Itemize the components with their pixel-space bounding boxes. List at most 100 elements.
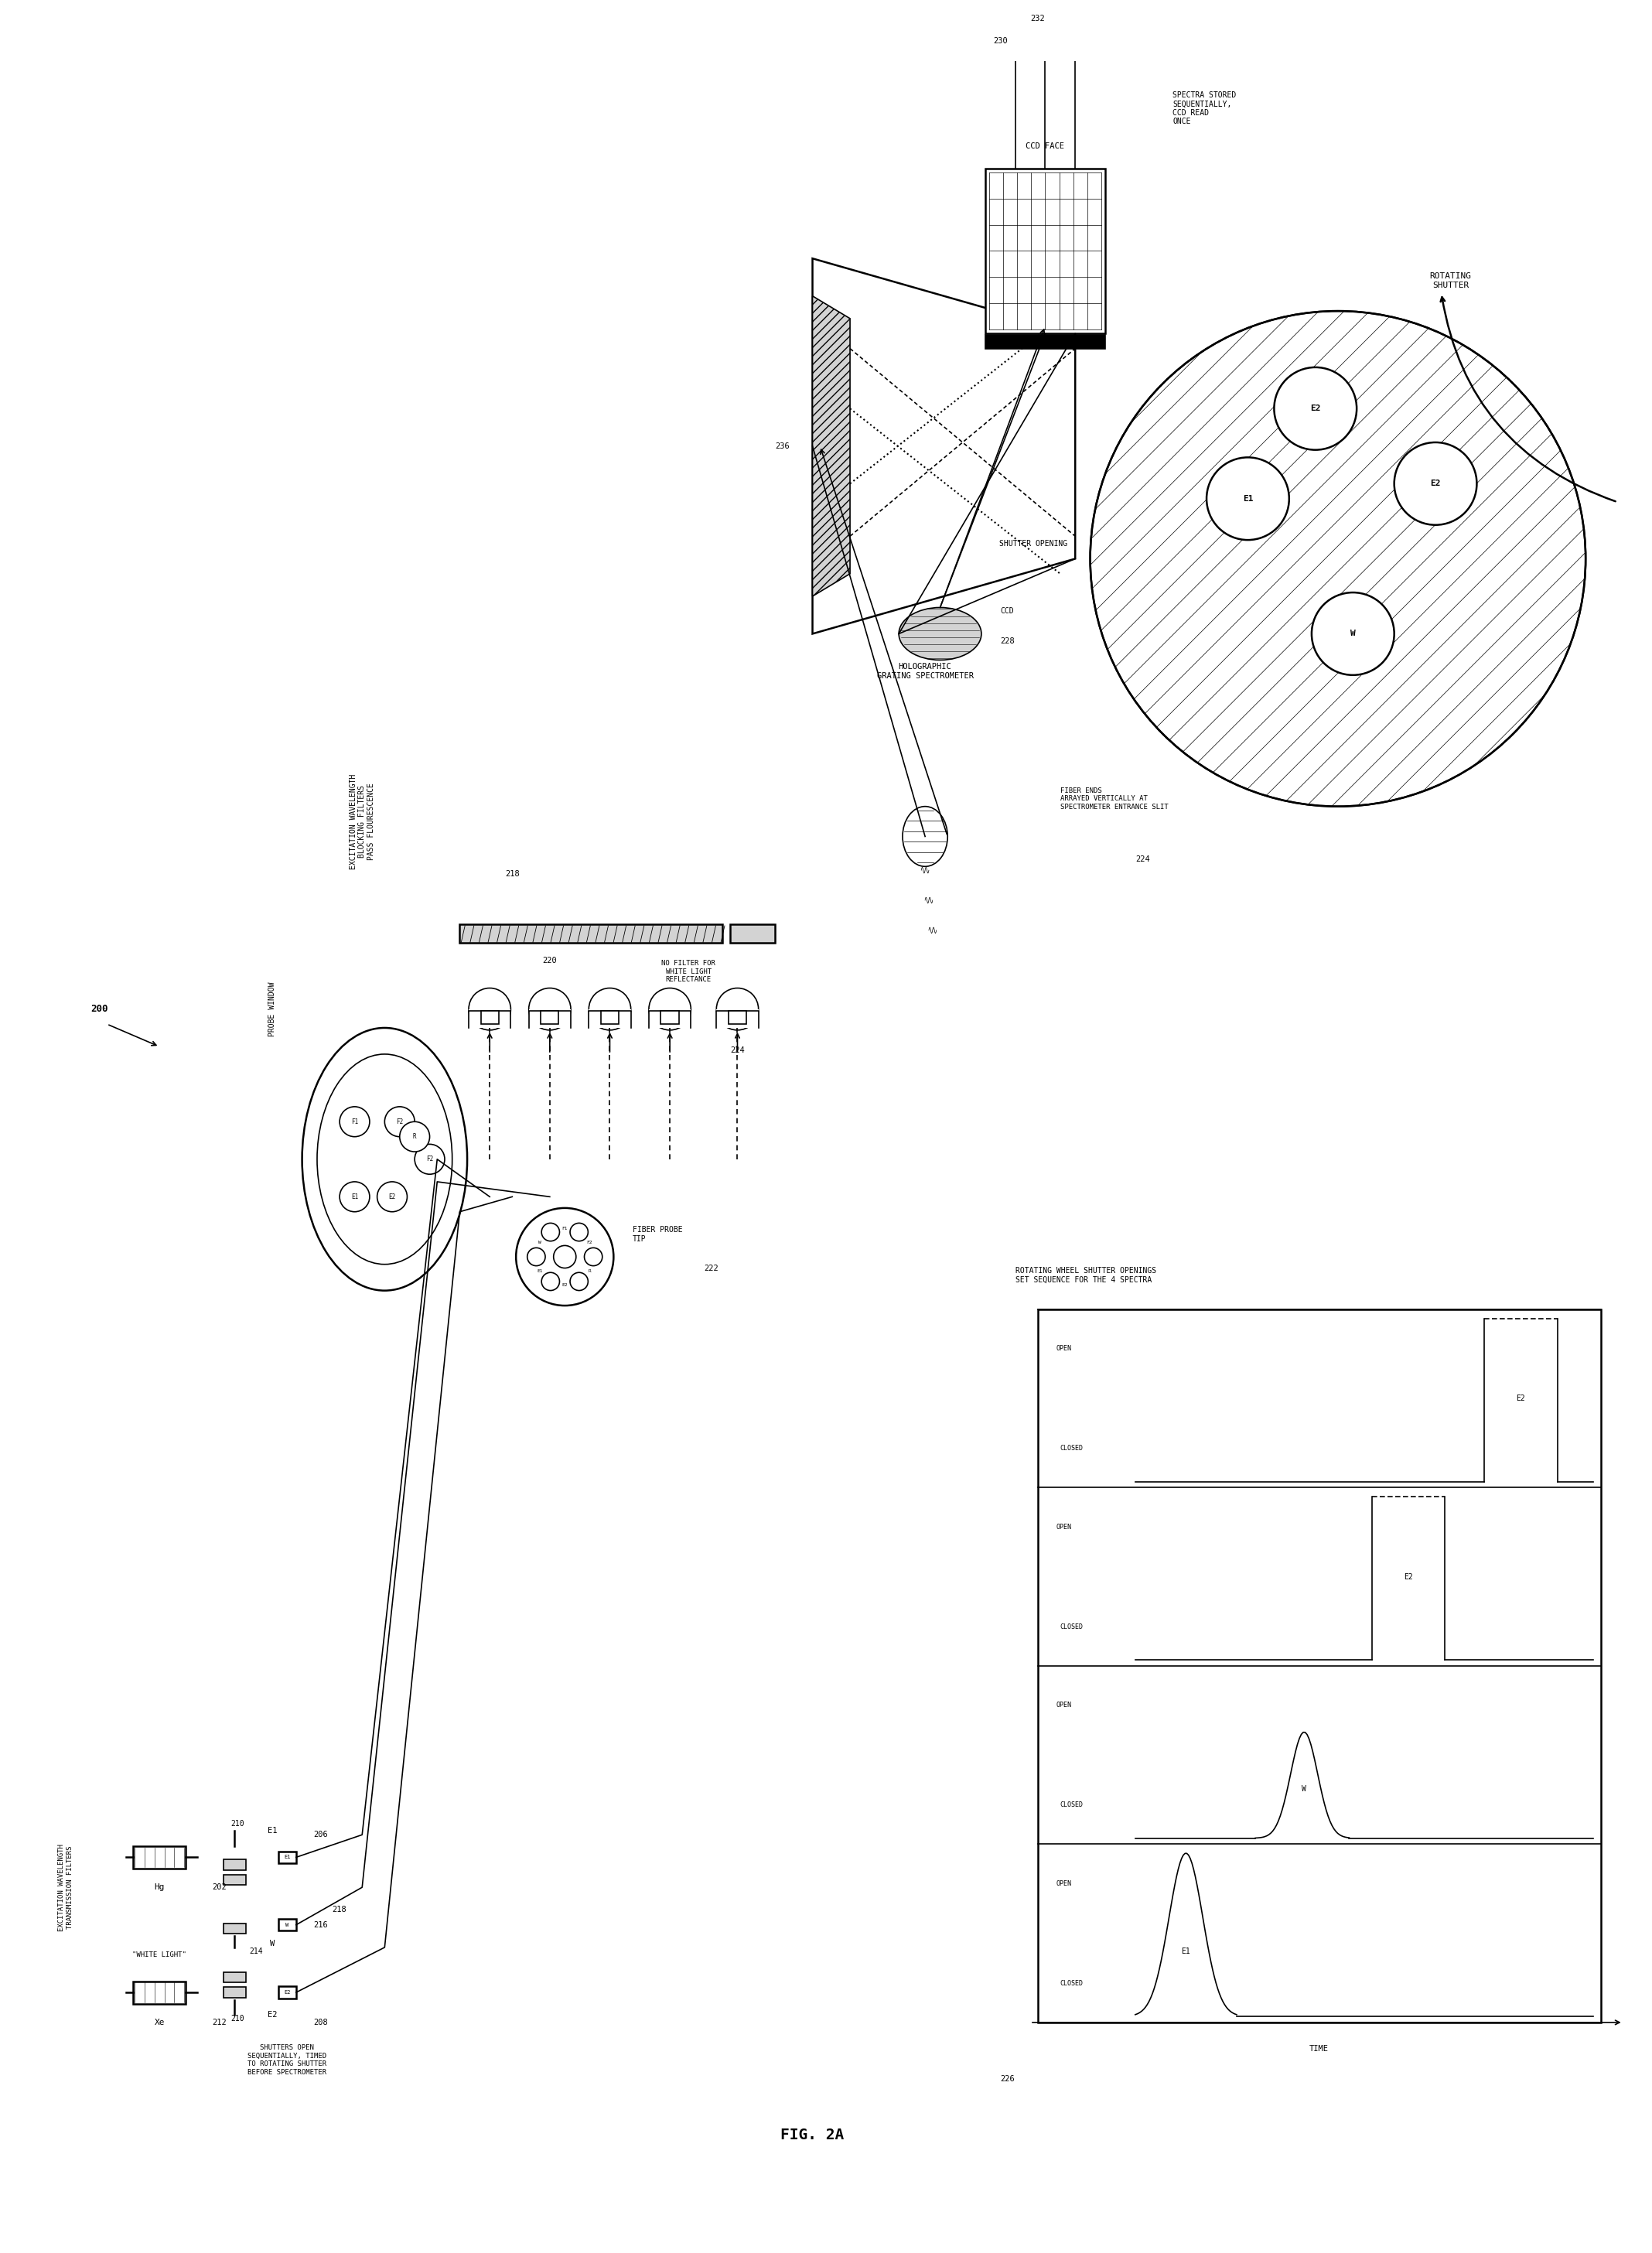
Text: 218: 218 xyxy=(332,1906,347,1913)
Text: ROTATING
SHUTTER: ROTATING SHUTTER xyxy=(1429,273,1472,288)
Text: FIBER PROBE
TIP: FIBER PROBE TIP xyxy=(633,1226,682,1244)
Text: CCD: CCD xyxy=(999,608,1014,615)
Circle shape xyxy=(1090,311,1586,807)
Bar xyxy=(601,1012,620,1025)
Bar xyxy=(223,1859,246,1870)
Text: FIBER ENDS
ARRAYED VERTICALLY AT
SPECTROMETER ENTRANCE SLIT: FIBER ENDS ARRAYED VERTICALLY AT SPECTRO… xyxy=(1061,786,1168,811)
Text: CLOSED: CLOSED xyxy=(1061,1444,1084,1451)
Text: ROTATING WHEEL SHUTTER OPENINGS
SET SEQUENCE FOR THE 4 SPECTRA: ROTATING WHEEL SHUTTER OPENINGS SET SEQU… xyxy=(1014,1266,1156,1284)
Text: F1: F1 xyxy=(562,1226,568,1230)
Text: FIG. 2A: FIG. 2A xyxy=(781,2127,844,2143)
Text: E2: E2 xyxy=(1431,480,1441,487)
Text: W: W xyxy=(1350,631,1356,638)
Circle shape xyxy=(340,1183,370,1212)
Text: R: R xyxy=(413,1133,416,1140)
Text: CLOSED: CLOSED xyxy=(1061,1622,1084,1631)
Circle shape xyxy=(340,1106,370,1138)
Text: OPEN: OPEN xyxy=(1056,1345,1072,1352)
Bar xyxy=(730,924,775,944)
Bar xyxy=(459,924,722,944)
Text: W: W xyxy=(1302,1784,1307,1793)
Circle shape xyxy=(377,1183,406,1212)
Circle shape xyxy=(1312,593,1394,676)
Text: E2: E2 xyxy=(1404,1573,1412,1582)
Text: W: W xyxy=(286,1922,289,1926)
Text: 202: 202 xyxy=(211,1884,226,1890)
Bar xyxy=(540,1012,558,1025)
Bar xyxy=(469,1009,510,1027)
Bar xyxy=(223,1987,246,1998)
Circle shape xyxy=(1394,442,1477,525)
Text: 208: 208 xyxy=(314,2019,327,2025)
Bar xyxy=(649,1009,691,1027)
Text: 230: 230 xyxy=(993,36,1008,45)
Text: CCD FACE: CCD FACE xyxy=(1026,142,1064,149)
Circle shape xyxy=(570,1223,588,1241)
Text: 200: 200 xyxy=(91,1005,107,1014)
Bar xyxy=(985,169,1105,333)
Text: 236: 236 xyxy=(775,442,790,451)
Text: EXCITATION WAVELENGTH
BLOCKING FILTERS
PASS FLOURESCENCE: EXCITATION WAVELENGTH BLOCKING FILTERS P… xyxy=(349,773,375,870)
Text: 228: 228 xyxy=(999,638,1014,644)
Circle shape xyxy=(1206,457,1289,541)
Text: E1: E1 xyxy=(268,1827,278,1834)
Text: CLOSED: CLOSED xyxy=(1061,1802,1084,1809)
Text: F2: F2 xyxy=(586,1241,593,1244)
Text: OPEN: OPEN xyxy=(1056,1523,1072,1530)
Text: 226: 226 xyxy=(999,2075,1014,2082)
Text: E1: E1 xyxy=(537,1268,544,1273)
Text: E2: E2 xyxy=(268,2012,278,2019)
Ellipse shape xyxy=(899,608,981,660)
Ellipse shape xyxy=(649,989,691,1030)
Text: 218: 218 xyxy=(506,870,519,879)
Bar xyxy=(278,1987,296,1998)
Bar xyxy=(481,1012,499,1025)
Bar xyxy=(223,1971,246,1983)
Circle shape xyxy=(515,1208,613,1304)
Ellipse shape xyxy=(302,1027,468,1291)
Bar xyxy=(278,1852,296,1863)
Text: PROBE WINDOW: PROBE WINDOW xyxy=(268,982,276,1036)
Text: SPECTRA STORED
SEQUENTIALLY,
CCD READ
ONCE: SPECTRA STORED SEQUENTIALLY, CCD READ ON… xyxy=(1173,90,1236,126)
Circle shape xyxy=(385,1106,415,1138)
Bar xyxy=(661,1012,679,1025)
Text: E1: E1 xyxy=(1181,1947,1191,1956)
Bar xyxy=(729,1012,747,1025)
Circle shape xyxy=(415,1145,444,1174)
Text: 220: 220 xyxy=(542,958,557,964)
Polygon shape xyxy=(813,295,851,597)
Ellipse shape xyxy=(317,1054,453,1264)
Bar xyxy=(1037,1309,1601,2023)
Bar xyxy=(134,1845,185,1868)
Circle shape xyxy=(542,1223,560,1241)
Text: E2: E2 xyxy=(1310,406,1320,412)
Bar xyxy=(717,1009,758,1027)
Text: E1: E1 xyxy=(1242,496,1254,502)
Circle shape xyxy=(400,1122,430,1151)
Text: E2: E2 xyxy=(1517,1395,1525,1401)
Bar xyxy=(529,1009,572,1027)
Text: 224: 224 xyxy=(1135,856,1150,863)
Text: 216: 216 xyxy=(314,1922,327,1929)
Text: OPEN: OPEN xyxy=(1056,1701,1072,1708)
Ellipse shape xyxy=(469,989,510,1030)
Text: F2: F2 xyxy=(396,1117,403,1124)
Bar xyxy=(223,1924,246,1933)
Text: E2: E2 xyxy=(388,1194,396,1201)
Text: E1: E1 xyxy=(350,1194,358,1201)
Ellipse shape xyxy=(529,989,572,1030)
Text: F1: F1 xyxy=(350,1117,358,1124)
Circle shape xyxy=(585,1248,603,1266)
Text: Hg: Hg xyxy=(154,1884,165,1890)
Text: SHUTTERS OPEN
SEQUENTIALLY, TIMED
TO ROTATING SHUTTER
BEFORE SPECTROMETER: SHUTTERS OPEN SEQUENTIALLY, TIMED TO ROT… xyxy=(248,2043,327,2075)
Ellipse shape xyxy=(588,989,631,1030)
Text: EXCITATION WAVELENGTH
TRANSMISSION FILTERS: EXCITATION WAVELENGTH TRANSMISSION FILTE… xyxy=(58,1843,73,1931)
Text: OPEN: OPEN xyxy=(1056,1879,1072,1886)
Text: 224: 224 xyxy=(730,1045,745,1054)
Text: 212: 212 xyxy=(211,2019,226,2025)
Text: 214: 214 xyxy=(249,1947,263,1956)
Text: SHUTTER OPENING: SHUTTER OPENING xyxy=(999,541,1067,547)
Circle shape xyxy=(1274,367,1356,451)
Text: 206: 206 xyxy=(314,1832,327,1838)
Bar xyxy=(278,1920,296,1931)
